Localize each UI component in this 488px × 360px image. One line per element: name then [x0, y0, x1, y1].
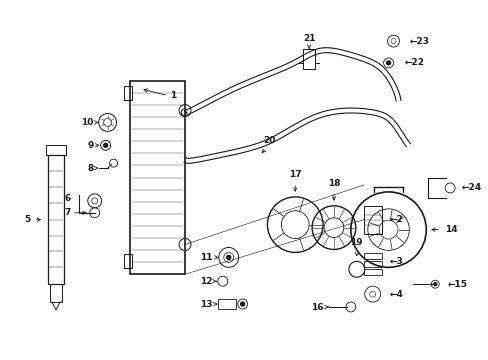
Bar	[46, 145, 66, 155]
Bar	[363, 253, 381, 260]
Circle shape	[433, 283, 436, 286]
Text: 6: 6	[64, 194, 71, 203]
Text: 19: 19	[350, 238, 363, 247]
Text: 17: 17	[288, 170, 301, 179]
Bar	[130, 81, 184, 274]
Circle shape	[386, 61, 390, 65]
Text: 13: 13	[200, 300, 212, 309]
Text: ←23: ←23	[408, 37, 428, 46]
Bar	[363, 269, 381, 275]
Bar	[50, 284, 62, 302]
Text: ←22: ←22	[404, 58, 424, 67]
Text: 14: 14	[444, 225, 457, 234]
Bar	[363, 261, 381, 267]
Text: 8: 8	[87, 163, 94, 172]
Text: ←15: ←15	[446, 280, 466, 289]
Bar	[124, 86, 132, 100]
Bar	[303, 49, 314, 69]
Text: 21: 21	[302, 34, 315, 43]
Text: ←24: ←24	[461, 184, 481, 193]
Circle shape	[103, 143, 107, 147]
Bar	[124, 255, 132, 268]
Circle shape	[226, 255, 230, 260]
Text: ←2: ←2	[389, 215, 403, 224]
Bar	[48, 155, 64, 284]
Text: 20: 20	[263, 136, 275, 145]
Text: 7: 7	[64, 208, 71, 217]
Circle shape	[240, 302, 244, 306]
Text: 11: 11	[200, 253, 212, 262]
Text: 18: 18	[327, 179, 340, 188]
Text: ←4: ←4	[389, 289, 403, 298]
Text: 12: 12	[200, 277, 212, 286]
Text: 9: 9	[87, 141, 94, 150]
Text: 16: 16	[310, 302, 323, 311]
Text: ←3: ←3	[389, 257, 403, 266]
Text: 5: 5	[24, 215, 30, 224]
Text: 1: 1	[170, 91, 176, 100]
Text: 10: 10	[81, 118, 94, 127]
Bar	[363, 206, 381, 234]
Bar	[217, 299, 235, 309]
